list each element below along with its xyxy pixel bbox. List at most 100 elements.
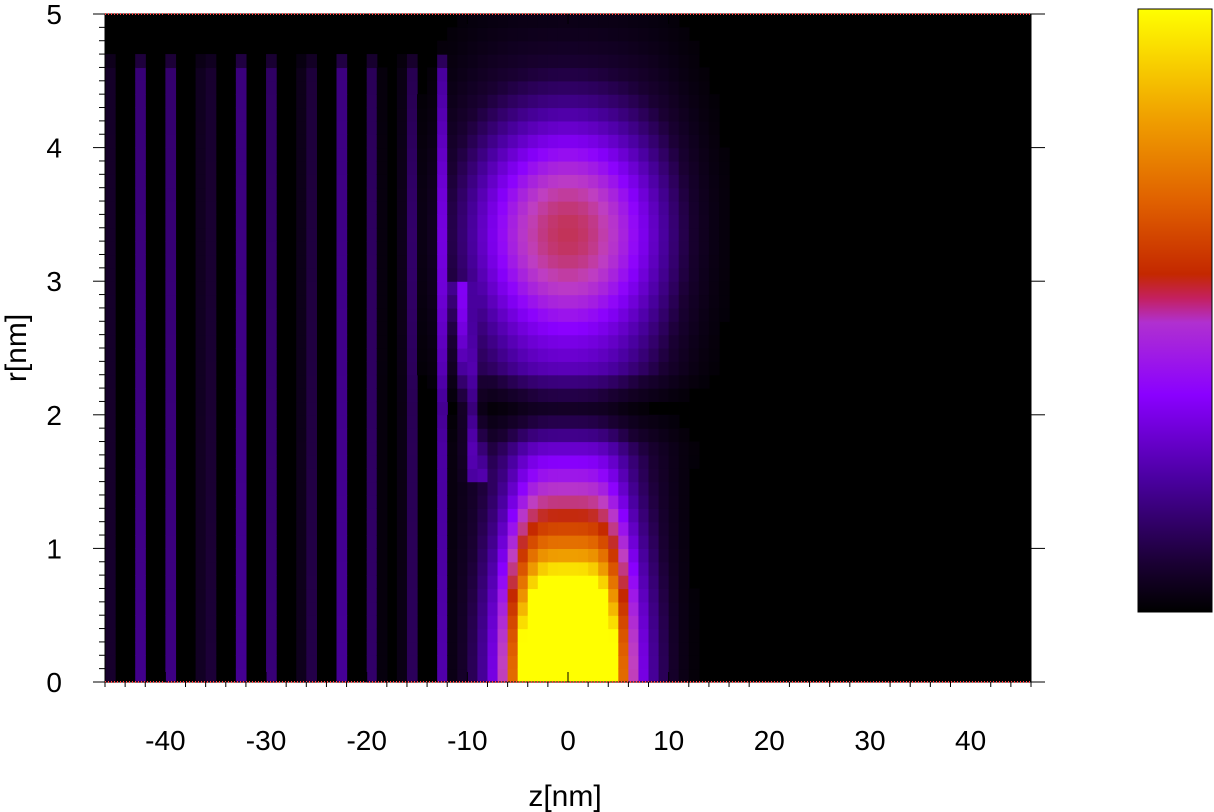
heatmap-cell [658,80,670,95]
heatmap-cell [547,575,559,590]
heatmap-cell [105,281,116,296]
heatmap-cell [668,668,680,683]
heatmap-cell [618,401,629,416]
heatmap-cell [517,401,529,416]
heatmap-cell [608,641,619,656]
heatmap-cell [588,281,599,296]
heatmap-cell [135,601,146,616]
heatmap-cell [527,174,539,189]
heatmap-cell [698,241,710,256]
heatmap-cell [487,454,499,469]
heatmap-cell [648,454,660,469]
heatmap-cell [467,174,479,189]
heatmap-cell [507,481,519,496]
heatmap-cell [467,40,479,55]
heatmap-cell [487,321,499,336]
heatmap-cell [507,588,519,603]
heatmap-cell [517,575,529,590]
heatmap-cell [497,668,509,683]
heatmap-cell [668,107,680,122]
heatmap-cell [517,428,529,443]
heatmap-cell [588,348,599,362]
heatmap-cell [467,147,479,162]
heatmap-cell [557,307,569,322]
heatmap-cell [688,615,700,630]
heatmap-cell [437,254,448,269]
heatmap-cell [497,107,509,122]
heatmap-cell [547,160,559,175]
heatmap-cell [578,668,589,683]
heatmap-cell [457,27,468,42]
heatmap-cell [507,628,519,643]
heatmap-cell [537,67,549,82]
heatmap-cell [467,468,479,483]
heatmap-cell [406,187,418,202]
heatmap-cell [678,187,690,202]
heatmap-cell [406,388,418,403]
heatmap-cell [376,468,388,483]
heatmap-cell [668,521,680,536]
heatmap-cell [507,508,519,523]
heatmap-cell [598,481,609,496]
heatmap-cell [568,468,579,483]
heatmap-cell [205,494,217,509]
heatmap-cell [336,227,348,242]
heatmap-cell [608,468,619,483]
heatmap-cell [507,227,519,242]
heatmap-cell [638,281,650,296]
heatmap-cell [105,494,116,509]
heatmap-cell [618,294,629,309]
heatmap-cell [648,281,660,296]
heatmap-cell [618,454,629,469]
heatmap-cell [437,535,448,549]
heatmap-cell [497,14,509,28]
heatmap-cell [235,134,247,149]
heatmap-cell [527,521,539,536]
heatmap-cell [668,428,680,443]
heatmap-cell [658,134,670,149]
heatmap-cell [437,548,448,563]
heatmap-cell [205,601,217,616]
heatmap-cell [447,321,458,336]
heatmap-cell [396,120,408,135]
heatmap-cell [527,481,539,496]
heatmap-cell [588,80,599,95]
heatmap-cell [447,668,458,683]
heatmap-cell [135,361,146,376]
heatmap-cell [427,227,438,242]
heatmap-cell [638,241,650,256]
heatmap-cell [537,201,549,215]
heatmap-cell [527,561,539,576]
x-tick-label: -30 [246,725,286,756]
heatmap-cell [527,535,539,549]
heatmap-cell [376,441,388,456]
heatmap-cell [547,414,559,429]
heatmap-cell [235,655,247,670]
heatmap-cell [547,120,559,135]
heatmap-cell [366,561,378,576]
heatmap-cell [135,307,146,322]
heatmap-cell [588,214,599,229]
heatmap-cell [477,601,489,616]
heatmap-cell [417,214,428,229]
heatmap-cell [235,321,247,336]
heatmap-cell [135,227,146,242]
heatmap-cell [588,401,599,416]
heatmap-cell [296,561,307,576]
heatmap-cell [568,388,579,403]
heatmap-cell [537,160,549,175]
heatmap-cell [296,401,307,416]
heatmap-cell [547,641,559,656]
heatmap-cell [547,27,559,42]
heatmap-cell [477,494,489,509]
heatmap-cell [537,521,549,536]
heatmap-cell [477,134,489,149]
heatmap-cell [668,561,680,576]
heatmap-cell [547,67,559,82]
heatmap-cell [396,468,408,483]
heatmap-cell [205,628,217,643]
heatmap-cell [467,414,479,429]
heatmap-cell [648,134,660,149]
heatmap-cell [296,134,307,149]
heatmap-cell [487,508,499,523]
